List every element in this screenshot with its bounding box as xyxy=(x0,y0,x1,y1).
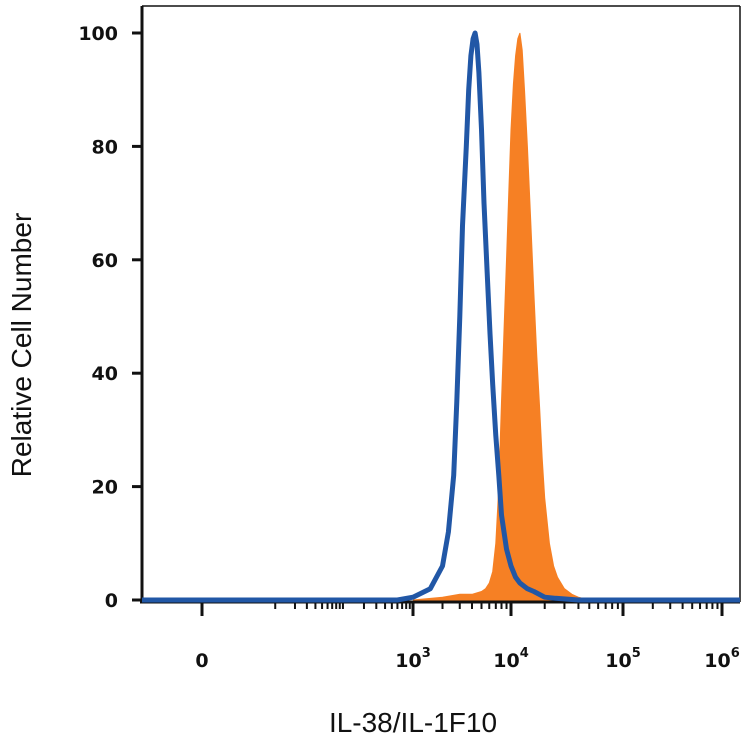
series-layer xyxy=(142,30,740,603)
series-outline-histogram xyxy=(142,30,740,603)
x-axis-title: IL-38/IL-1F10 xyxy=(329,707,497,738)
x-tick-label-1000000: 106 xyxy=(704,646,740,672)
x-tick-label-0: 0 xyxy=(195,650,208,672)
x-axis-ticks: 0 103 104 105 106 xyxy=(195,602,740,672)
plot-frame xyxy=(140,5,741,604)
y-axis-ticks: 0 20 40 60 80 100 xyxy=(78,23,142,612)
y-tick-label-60: 60 xyxy=(92,250,118,272)
y-tick-label-40: 40 xyxy=(92,363,118,385)
y-axis-title: Relative Cell Number xyxy=(6,213,37,478)
x-tick-label-100000: 105 xyxy=(605,646,641,672)
y-tick-label-20: 20 xyxy=(92,477,118,499)
y-tick-label-80: 80 xyxy=(92,136,118,158)
y-tick-label-100: 100 xyxy=(78,23,118,45)
y-tick-label-0: 0 xyxy=(105,590,118,612)
x-tick-label-10000: 104 xyxy=(493,646,529,672)
x-tick-label-1000: 103 xyxy=(395,646,431,672)
